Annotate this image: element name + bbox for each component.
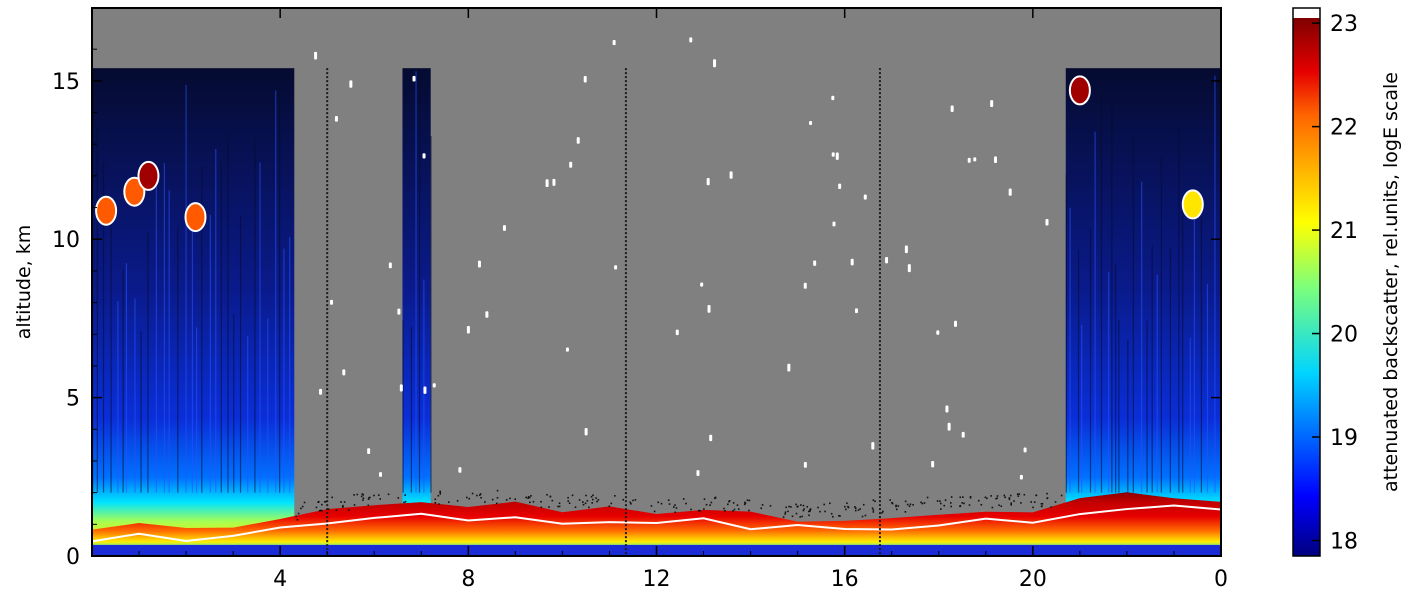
plot-area — [91, 7, 1222, 557]
backscatter-columns — [92, 68, 1221, 556]
colorbar-gradient — [1293, 18, 1320, 556]
saturated-returns — [314, 37, 1049, 480]
colorbar-tick-label: 20 — [1330, 323, 1358, 348]
colorbar-tick-label: 22 — [1330, 116, 1358, 141]
x-tick-label: 4 — [273, 567, 287, 592]
colorbar-tick-label: 23 — [1330, 12, 1358, 37]
y-tick-label: 15 — [52, 70, 80, 95]
colorbar-tick-label: 21 — [1330, 219, 1358, 244]
noise-speckle — [295, 489, 1063, 521]
x-tick-label: 0 — [1214, 567, 1228, 592]
cirrus-clouds — [95, 75, 1204, 233]
y-axis-label: altitude, km — [13, 225, 35, 339]
colorbar-over-extension — [1293, 8, 1320, 18]
y-axis: 0 5 10 15 — [52, 48, 1221, 570]
y-tick-label: 0 — [66, 545, 80, 570]
colorbar-frame — [1292, 7, 1321, 557]
x-tick-label: 12 — [643, 567, 671, 592]
cirrus-cloud — [95, 195, 118, 226]
cirrus-cloud — [184, 202, 207, 233]
x-tick-label: 16 — [831, 567, 859, 592]
boundary-layer — [92, 492, 1221, 556]
x-axis: 4 8 12 16 20 0 — [138, 8, 1228, 592]
cirrus-cloud — [1181, 189, 1204, 220]
pbl-contour — [92, 504, 1221, 543]
colorbar: 18 19 20 21 22 23 attenuated backscatter, rel… — [1292, 7, 1402, 557]
cirrus-cloud — [123, 176, 146, 207]
x-tick-label: 8 — [461, 567, 475, 592]
colorbar-tick-label: 19 — [1330, 426, 1358, 451]
y-tick-label: 10 — [52, 228, 80, 253]
cirrus-cloud — [137, 160, 160, 191]
y-tick-label: 5 — [66, 387, 80, 412]
colorbar-label: attenuated backscatter, rel.units, logE … — [1380, 72, 1402, 492]
colorbar-tick-label: 18 — [1330, 529, 1358, 554]
x-tick-label: 20 — [1019, 567, 1047, 592]
cirrus-cloud — [1068, 75, 1091, 106]
